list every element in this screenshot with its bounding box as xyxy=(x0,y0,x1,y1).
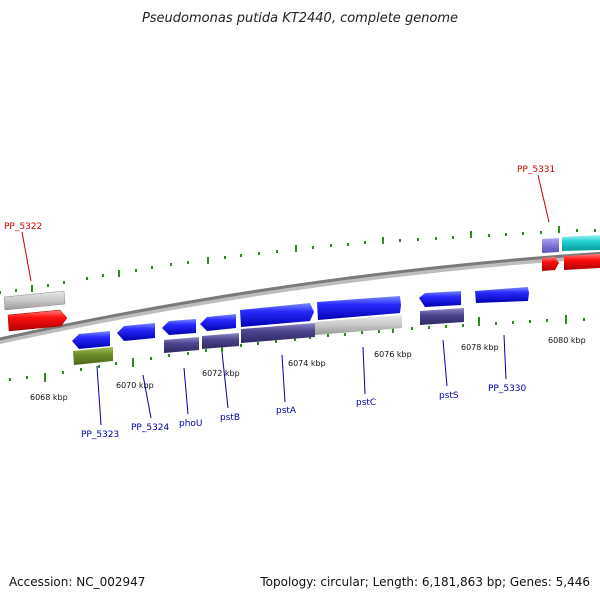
gene-label-PP_5322[interactable]: PP_5322 xyxy=(4,222,42,232)
gene-label-PP_5323[interactable]: PP_5323 xyxy=(81,430,119,440)
map-title: Pseudomonas putida KT2440, complete geno… xyxy=(142,11,458,26)
leader-pstB xyxy=(221,351,229,409)
forward-strand-features xyxy=(3,235,600,349)
gene-label-pstB[interactable]: pstB xyxy=(220,413,240,423)
label-leaders xyxy=(21,174,550,426)
gene-label-PP_5330[interactable]: PP_5330 xyxy=(488,384,527,394)
topology-text: Topology: circular; Length: 6,181,863 bp… xyxy=(259,575,590,589)
gene-feature-pstS[interactable] xyxy=(419,291,461,307)
gene-label-pstC[interactable]: pstC xyxy=(356,398,376,408)
scale-label-6074: 6074 kbp xyxy=(288,359,326,368)
scale-label-6080: 6080 kbp xyxy=(548,336,586,345)
leader-PP_5330 xyxy=(503,334,507,380)
gene-feature-pstB[interactable] xyxy=(200,314,236,331)
gene-feature-red-right-small[interactable] xyxy=(542,257,559,271)
feature-gray-pstC[interactable] xyxy=(315,315,402,335)
feature-purple-pstA[interactable] xyxy=(241,323,315,343)
gene-feature-phoU[interactable] xyxy=(162,319,196,335)
gene-feature-PP_5324[interactable] xyxy=(117,323,155,341)
inner-ring-features xyxy=(73,308,464,365)
gene-feature-cyan-right[interactable] xyxy=(562,235,600,251)
genome-backbone-shadow xyxy=(0,252,600,344)
scale-label-6076: 6076 kbp xyxy=(374,350,412,359)
gene-feature-PP_5323[interactable] xyxy=(72,331,110,349)
leader-pstA xyxy=(281,354,286,403)
accession-text: Accession: NC_002947 xyxy=(9,575,145,589)
gene-feature-red-right[interactable] xyxy=(564,254,600,270)
outer-tick-ring xyxy=(0,226,596,294)
leader-PP_5324 xyxy=(142,374,152,419)
leader-PP_5323 xyxy=(96,365,102,426)
gene-feature-PP_5330[interactable] xyxy=(475,287,529,303)
gene-label-PP_5331[interactable]: PP_5331 xyxy=(517,165,555,175)
genome-backbone xyxy=(0,251,600,341)
leader-pstS xyxy=(442,339,448,387)
gene-feature-gray-left[interactable] xyxy=(3,290,66,311)
gene-labels: PP_5322 PP_5331 PP_5323 PP_5324 phoU pst… xyxy=(4,165,555,440)
scale-label-6078: 6078 kbp xyxy=(461,343,499,352)
feature-purple-phoU[interactable] xyxy=(164,337,199,353)
gene-feature-lavender-right[interactable] xyxy=(542,238,559,253)
gene-feature-pstC-fwd[interactable] xyxy=(317,296,401,320)
feature-purple-pstS[interactable] xyxy=(420,308,464,325)
leader-PP_5331 xyxy=(537,174,550,223)
leader-phoU xyxy=(183,367,189,415)
feature-purple-pstB[interactable] xyxy=(202,333,239,349)
gene-label-pstS[interactable]: pstS xyxy=(439,391,459,401)
gene-label-PP_5324[interactable]: PP_5324 xyxy=(131,423,170,433)
feature-green-PP_5323[interactable] xyxy=(73,347,113,365)
inner-tick-ring xyxy=(9,315,585,382)
gene-feature-pstA-fwd[interactable] xyxy=(240,303,314,327)
gene-label-phoU[interactable]: phoU xyxy=(179,419,203,429)
leader-PP_5322 xyxy=(21,231,32,282)
scale-label-6068: 6068 kbp xyxy=(30,393,68,402)
gene-feature-red-left[interactable] xyxy=(7,309,68,332)
scale-labels: 6068 kbp 6070 kbp 6072 kbp 6074 kbp 6076… xyxy=(30,336,586,402)
leader-pstC xyxy=(362,346,366,395)
gene-label-pstA[interactable]: pstA xyxy=(276,406,297,416)
scale-label-6072: 6072 kbp xyxy=(202,369,240,378)
scale-label-6070: 6070 kbp xyxy=(116,381,154,390)
